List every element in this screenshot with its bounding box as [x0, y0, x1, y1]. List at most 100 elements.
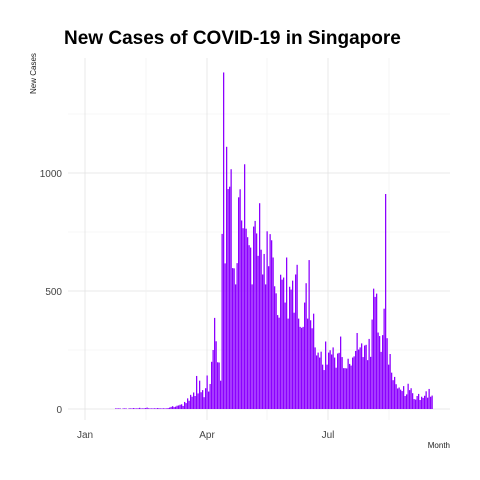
bar — [421, 396, 423, 409]
bar — [119, 408, 121, 409]
y-tick-label: 0 — [56, 405, 62, 416]
bar — [320, 351, 322, 409]
bar — [218, 362, 220, 409]
bar — [172, 406, 174, 409]
bar — [275, 293, 277, 409]
bar — [370, 356, 372, 409]
bar — [185, 403, 187, 409]
bar — [265, 284, 267, 409]
bar — [374, 296, 376, 409]
bar — [118, 408, 120, 409]
x-tick-label: Apr — [199, 430, 215, 441]
bar — [136, 408, 138, 409]
bar — [241, 220, 243, 409]
bar — [347, 358, 349, 409]
bar — [418, 393, 420, 409]
bar — [419, 400, 421, 409]
bar — [386, 338, 388, 409]
bar — [238, 197, 240, 409]
bar — [263, 253, 265, 409]
bar — [140, 408, 142, 409]
bar — [163, 408, 165, 409]
bar — [398, 387, 400, 409]
bar — [166, 408, 168, 409]
bar — [349, 363, 351, 409]
bar — [167, 408, 169, 409]
bar — [122, 408, 124, 409]
bar — [341, 357, 343, 409]
bar — [397, 388, 399, 409]
bar — [400, 389, 402, 409]
bar — [301, 327, 303, 409]
bar — [116, 408, 118, 409]
x-axis-ticks: Jan Apr Jul — [77, 430, 334, 441]
bar — [247, 237, 249, 409]
bar — [415, 399, 417, 409]
bar — [205, 388, 207, 409]
bar — [181, 404, 183, 409]
bar — [208, 391, 210, 409]
bar — [296, 264, 298, 409]
bar — [304, 302, 306, 409]
bar — [328, 352, 330, 409]
bar — [179, 404, 181, 409]
bar — [197, 393, 199, 409]
bar — [424, 395, 426, 409]
bar — [376, 293, 378, 409]
bar — [280, 274, 282, 409]
bar — [223, 72, 225, 410]
bar — [128, 408, 130, 409]
bar — [256, 233, 258, 409]
bar — [248, 245, 250, 409]
y-tick-label: 500 — [45, 287, 62, 298]
bar — [215, 341, 217, 409]
x-axis-label: Month — [428, 441, 450, 450]
bar — [335, 367, 337, 409]
bar — [367, 360, 369, 409]
bar — [281, 279, 283, 409]
bar — [389, 354, 391, 409]
bar — [257, 255, 259, 409]
bar-series — [115, 72, 433, 410]
bar — [322, 364, 324, 409]
bar — [259, 203, 261, 409]
bar — [158, 408, 160, 409]
bar — [154, 408, 156, 409]
bar — [139, 407, 141, 409]
bar — [338, 352, 340, 409]
bar — [323, 370, 325, 409]
bar — [145, 408, 147, 409]
bar — [245, 228, 247, 409]
bar — [431, 395, 433, 409]
bar — [406, 394, 408, 409]
bar — [146, 407, 148, 409]
bar — [274, 286, 276, 409]
bar — [295, 274, 297, 409]
bar — [325, 341, 327, 409]
bar — [191, 396, 193, 409]
bar — [385, 194, 387, 409]
bar — [170, 406, 172, 409]
bar — [409, 390, 411, 409]
bar — [227, 189, 229, 409]
bar — [361, 343, 363, 409]
bar — [319, 357, 321, 409]
bar — [395, 384, 397, 409]
bar — [382, 335, 384, 409]
bar — [388, 364, 390, 409]
bar — [161, 408, 163, 409]
bar — [169, 407, 171, 409]
bar — [412, 393, 414, 409]
bar — [203, 397, 205, 409]
bar — [130, 408, 132, 409]
bar — [401, 391, 403, 409]
bar — [380, 351, 382, 409]
bar — [344, 368, 346, 409]
bar — [125, 408, 127, 409]
bar — [232, 268, 234, 409]
bar — [214, 317, 216, 409]
bar — [193, 392, 195, 409]
bar — [239, 189, 241, 409]
bar — [164, 408, 166, 409]
